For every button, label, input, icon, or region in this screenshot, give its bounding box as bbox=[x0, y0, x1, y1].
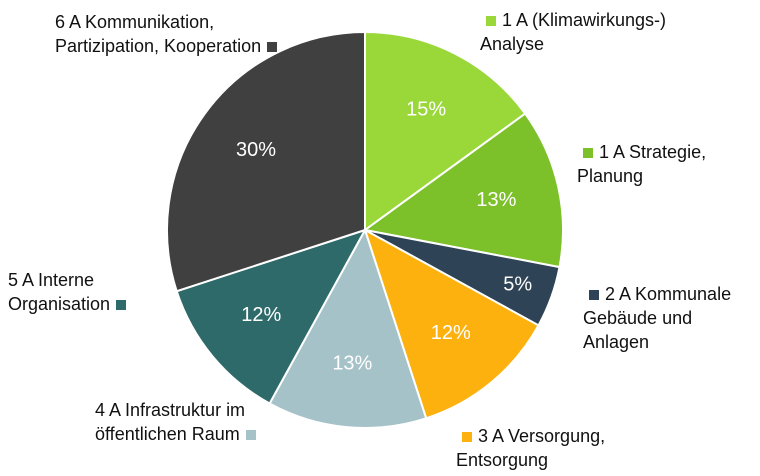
legend-marker bbox=[245, 430, 256, 441]
legend-marker bbox=[267, 42, 278, 53]
legend-label: 2 A Kommunale Gebäude und Anlagen bbox=[583, 284, 732, 352]
value-label: 13% bbox=[476, 189, 516, 211]
legend-label: 5 A Interne Organisation bbox=[8, 270, 111, 314]
legend-label: 1 A Strategie, Planung bbox=[577, 142, 707, 186]
value-label: 12% bbox=[431, 322, 471, 344]
pie-slice bbox=[364, 30, 527, 232]
legend-entry: 1 A Strategie, Planung bbox=[577, 140, 727, 188]
legend-marker bbox=[583, 148, 593, 159]
legend-label: 4 A Infrastruktur im öffentlichen Raum bbox=[95, 400, 246, 444]
pie-slice bbox=[166, 30, 366, 293]
legend-marker bbox=[486, 16, 496, 27]
value-label: 30% bbox=[236, 139, 276, 161]
pie-slice bbox=[175, 228, 368, 405]
legend-entry: 2 A Kommunale Gebäude und Anlagen bbox=[583, 282, 758, 354]
legend-entry: 3 A Versorgung, Entsorgung bbox=[456, 424, 656, 472]
value-label: 15% bbox=[406, 98, 446, 120]
legend-label: 1 A (Klimawirkungs-) Analyse bbox=[480, 10, 667, 54]
legend-entry: 1 A (Klimawirkungs-) Analyse bbox=[480, 8, 710, 56]
legend-marker bbox=[462, 432, 472, 443]
legend-entry: 4 A Infrastruktur im öffentlichen Raum bbox=[95, 398, 295, 446]
value-label: 12% bbox=[241, 304, 281, 326]
legend-entry: 5 A Interne Organisation bbox=[8, 268, 158, 316]
pie-slice bbox=[363, 227, 540, 420]
pie-slice bbox=[268, 227, 428, 429]
value-label: 5% bbox=[503, 273, 532, 295]
pie-slice bbox=[362, 112, 564, 269]
legend-label: 3 A Versorgung, Entsorgung bbox=[456, 426, 606, 470]
legend-marker bbox=[589, 290, 599, 301]
value-label: 13% bbox=[332, 352, 372, 374]
legend-entry: 6 A Kommunikation, Partizipation, Kooper… bbox=[55, 10, 290, 58]
legend-label: 6 A Kommunikation, Partizipation, Kooper… bbox=[55, 12, 262, 56]
legend-marker bbox=[116, 300, 127, 311]
